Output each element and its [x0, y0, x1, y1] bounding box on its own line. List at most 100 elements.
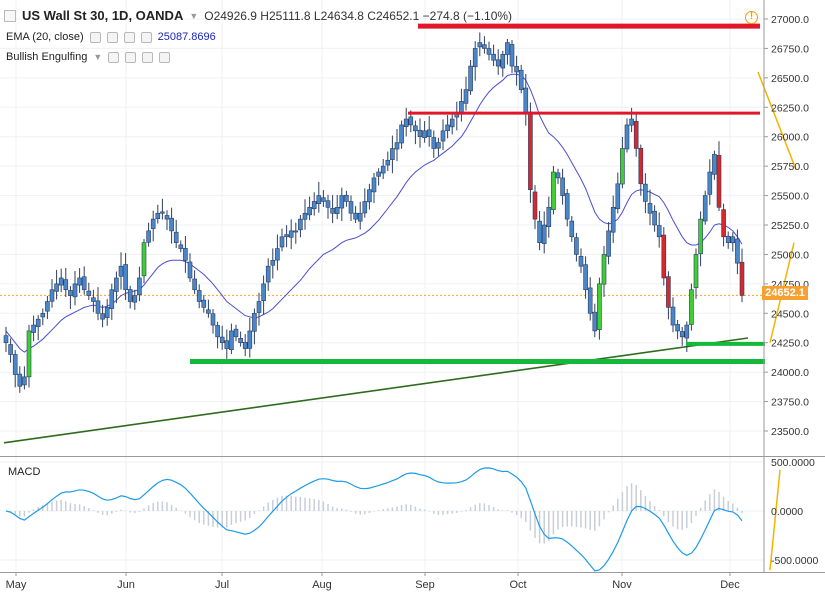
candle-body [707, 171, 713, 195]
candle-body [693, 254, 699, 288]
candle-body [578, 256, 584, 267]
candle-body [390, 148, 395, 160]
candle-body [574, 237, 579, 255]
candle-body [509, 44, 515, 67]
candle-body [284, 234, 289, 238]
candle-body [298, 218, 303, 231]
candle-body [104, 307, 110, 318]
candle-body [109, 289, 115, 309]
settings-icon[interactable] [125, 51, 137, 63]
candle-body [261, 283, 266, 301]
candle-body [146, 230, 151, 243]
candle-body [652, 210, 657, 226]
y-tick-label: 25750.0 [771, 161, 809, 173]
close-icon[interactable] [159, 51, 171, 63]
candle-body [114, 277, 119, 292]
candle-body [592, 311, 598, 332]
candle-body [242, 341, 248, 349]
candle-body [656, 225, 662, 238]
candle-body [449, 118, 455, 128]
y-tick-label: 26000.0 [771, 132, 809, 144]
candle-body [77, 277, 82, 286]
candle-body [164, 215, 170, 220]
candle-body [583, 264, 588, 291]
candle-body [155, 212, 161, 220]
y-tick-label: 500.0000 [771, 457, 815, 469]
candle-body [141, 242, 147, 277]
candle-body [601, 254, 607, 285]
eye-icon[interactable] [108, 51, 120, 63]
candle-body [334, 207, 340, 215]
candle-body [514, 66, 519, 73]
candle-body [537, 220, 542, 243]
candle-body [288, 230, 294, 238]
candle-body [150, 218, 156, 229]
y-tick-label: 24250.0 [771, 338, 809, 350]
candle-body [265, 265, 271, 283]
candle-body [173, 231, 179, 243]
x-tick-label: Jun [117, 579, 135, 591]
candle-body [620, 148, 625, 185]
settings-icon[interactable] [106, 31, 118, 43]
collapse-legend-button[interactable] [4, 10, 16, 22]
candle-body [206, 309, 211, 314]
ema-value: 25087.8696 [157, 31, 216, 43]
candle-body [371, 177, 377, 193]
candle-body [555, 172, 561, 179]
candle-body [192, 278, 197, 291]
candle-body [422, 130, 427, 139]
pattern-label: Bullish Engulfing [6, 51, 88, 63]
candle-body [196, 290, 202, 302]
candle-body [684, 324, 690, 339]
alert-icon[interactable]: ! [745, 11, 758, 24]
candle-body [348, 201, 354, 214]
y-tick-label: -500.0000 [771, 555, 818, 567]
candle-body [127, 289, 133, 302]
candle-body [482, 44, 487, 49]
candle-body [735, 238, 740, 264]
candle-body [339, 195, 345, 209]
y-tick-label: 25000.0 [771, 249, 809, 261]
candle-body [380, 165, 386, 174]
candle-body [638, 147, 644, 185]
gear-icon[interactable] [123, 31, 135, 43]
candle-body [86, 290, 92, 296]
candle-body [413, 125, 418, 132]
candle-body [426, 129, 432, 138]
candle-body [739, 261, 745, 296]
candle-body [477, 42, 483, 48]
close-icon[interactable] [140, 31, 152, 43]
candle-body [532, 191, 538, 220]
candle-body [647, 203, 653, 214]
candle-body [564, 193, 570, 220]
macd-label: MACD [8, 466, 41, 478]
candle-body [132, 295, 138, 303]
candle-body [100, 313, 105, 320]
candle-body [256, 301, 262, 313]
candle-body [160, 211, 165, 214]
projection-line [769, 469, 781, 571]
eye-icon[interactable] [89, 31, 101, 43]
candle-body [367, 189, 372, 203]
gear-icon[interactable] [142, 51, 154, 63]
candle-body [431, 137, 437, 149]
candle-body [679, 331, 685, 338]
candle-body [8, 344, 13, 355]
candle-body [541, 224, 547, 244]
ohlc-readout: O24926.9 H25111.8 L24634.8 C24652.1 −274… [204, 8, 513, 23]
chevron-down-icon[interactable]: ▼ [189, 10, 199, 21]
candle-body [362, 201, 368, 214]
candle-body [670, 306, 676, 326]
candle-body [716, 155, 722, 208]
y-tick-label: 0.0000 [771, 506, 803, 518]
candle-body [72, 283, 78, 298]
candle-body [229, 330, 234, 350]
candle-body [178, 244, 184, 249]
chevron-down-icon[interactable]: ▼ [93, 52, 103, 62]
candle-body [22, 376, 27, 386]
candle-body [35, 318, 41, 327]
candle-body [629, 118, 634, 126]
x-tick-label: Dec [720, 579, 740, 591]
candle-body [26, 330, 32, 378]
